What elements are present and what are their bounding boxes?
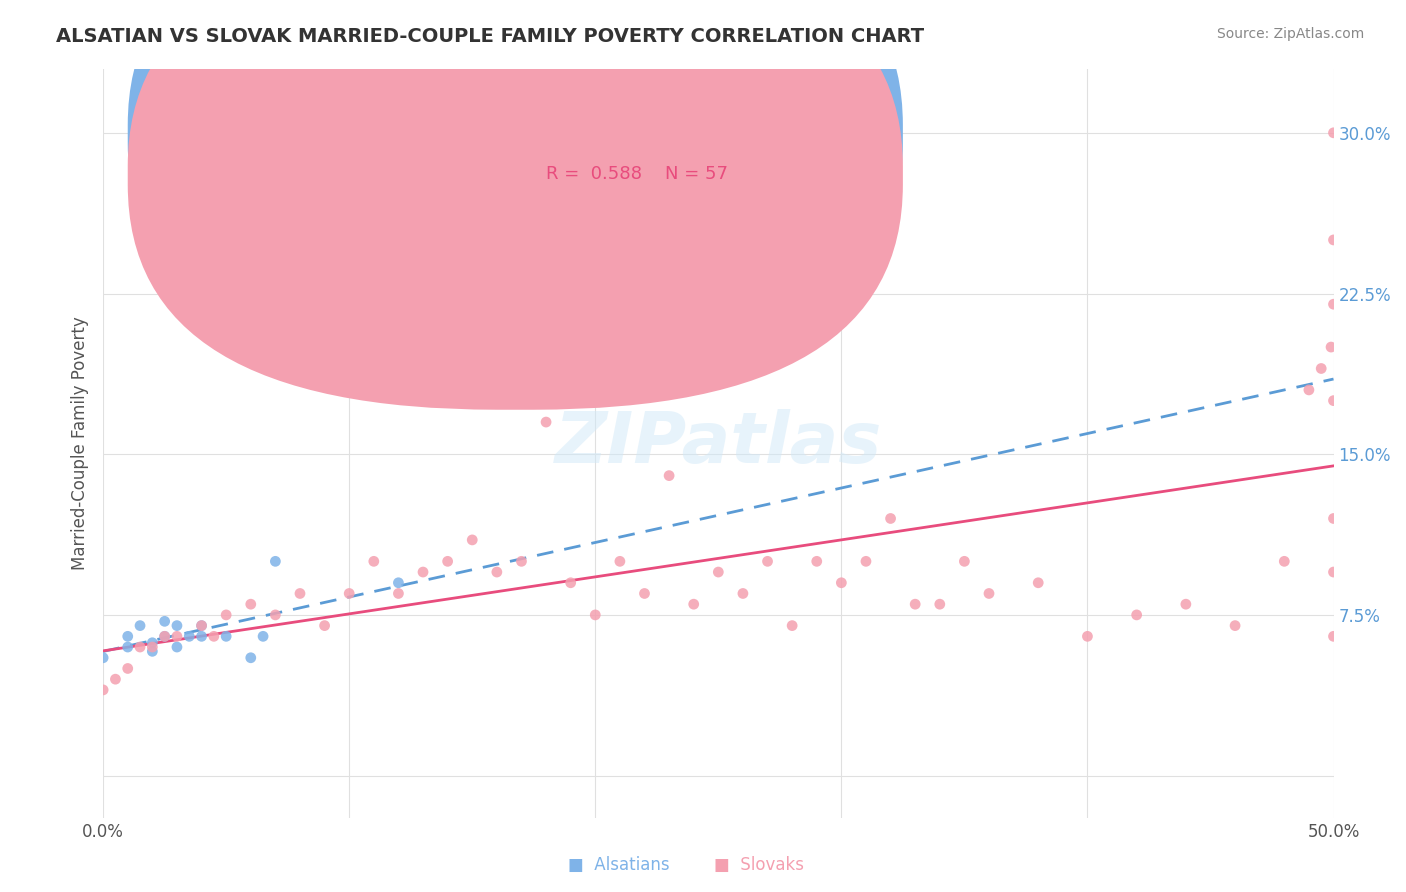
Point [190, 629, 212, 643]
Point [1322, 565, 1344, 579]
Text: ■  Alsatians: ■ Alsatians [568, 856, 669, 874]
Point [387, 586, 409, 600]
Point [560, 575, 582, 590]
Point [806, 554, 828, 568]
Point [1310, 361, 1333, 376]
Point [1026, 575, 1049, 590]
FancyBboxPatch shape [128, 0, 903, 368]
Point [583, 607, 606, 622]
Y-axis label: Married-Couple Family Poverty: Married-Couple Family Poverty [72, 317, 89, 570]
Point [1322, 233, 1344, 247]
Point [855, 554, 877, 568]
Point [534, 415, 557, 429]
Point [264, 607, 287, 622]
Text: ALSATIAN VS SLOVAK MARRIED-COUPLE FAMILY POVERTY CORRELATION CHART: ALSATIAN VS SLOVAK MARRIED-COUPLE FAMILY… [56, 27, 924, 45]
Point [190, 618, 212, 632]
Point [141, 640, 163, 654]
Point [117, 640, 139, 654]
Point [117, 629, 139, 643]
Point [166, 629, 188, 643]
Point [166, 640, 188, 654]
Point [1223, 618, 1246, 632]
Point [215, 629, 238, 643]
Point [153, 629, 176, 643]
Point [436, 554, 458, 568]
Point [1322, 297, 1344, 311]
Text: Source: ZipAtlas.com: Source: ZipAtlas.com [1216, 27, 1364, 41]
Point [756, 554, 779, 568]
Point [609, 554, 631, 568]
Point [337, 586, 360, 600]
Point [731, 586, 754, 600]
Point [510, 554, 533, 568]
Point [252, 629, 274, 643]
Point [1125, 607, 1147, 622]
Point [1298, 383, 1320, 397]
Point [288, 586, 311, 600]
Point [129, 640, 152, 654]
Point [658, 468, 681, 483]
Point [91, 650, 114, 665]
Text: ZIPatlas: ZIPatlas [554, 409, 882, 478]
Point [830, 575, 852, 590]
Point [239, 597, 262, 611]
Point [264, 554, 287, 568]
Point [1322, 126, 1344, 140]
Text: R = -0.149    N = 18: R = -0.149 N = 18 [546, 123, 728, 141]
Point [141, 644, 163, 658]
Point [141, 636, 163, 650]
Point [928, 597, 950, 611]
Point [953, 554, 976, 568]
Point [1174, 597, 1197, 611]
Point [153, 629, 176, 643]
Point [91, 682, 114, 697]
Point [179, 629, 201, 643]
Point [314, 618, 336, 632]
Point [117, 661, 139, 675]
Point [1322, 393, 1344, 408]
Point [1320, 340, 1343, 354]
Point [104, 672, 127, 686]
Point [166, 618, 188, 632]
Point [977, 586, 1000, 600]
Point [190, 618, 212, 632]
Point [682, 597, 704, 611]
Point [780, 618, 803, 632]
Point [461, 533, 484, 547]
FancyBboxPatch shape [128, 0, 903, 409]
Point [412, 565, 434, 579]
Point [1322, 511, 1344, 525]
Text: ■  Slovaks: ■ Slovaks [714, 856, 804, 874]
Point [633, 586, 655, 600]
Point [904, 597, 927, 611]
Point [1272, 554, 1295, 568]
Text: R =  0.588    N = 57: R = 0.588 N = 57 [546, 164, 728, 183]
Point [1076, 629, 1098, 643]
Point [363, 554, 385, 568]
Point [387, 575, 409, 590]
Point [153, 615, 176, 629]
Point [707, 565, 730, 579]
Point [215, 607, 238, 622]
Point [879, 511, 901, 525]
Point [129, 618, 152, 632]
Point [485, 565, 508, 579]
Point [202, 629, 225, 643]
Point [239, 650, 262, 665]
FancyBboxPatch shape [472, 106, 817, 219]
Point [1322, 629, 1344, 643]
